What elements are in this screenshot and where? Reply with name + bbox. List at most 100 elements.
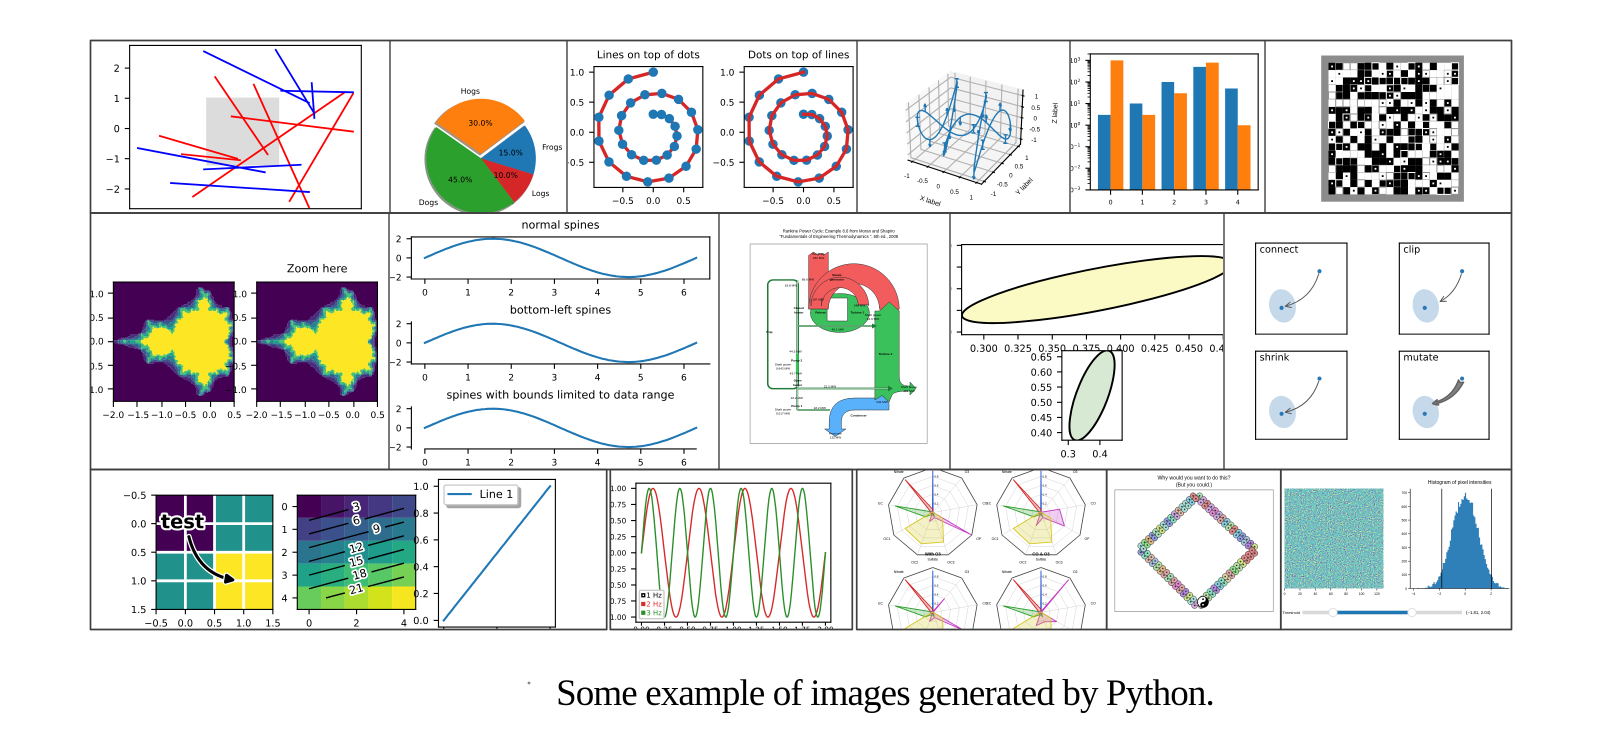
svg-text:120: 120 (1374, 592, 1380, 596)
svg-text:2: 2 (1490, 592, 1492, 596)
svg-text:-0.5: -0.5 (997, 181, 1008, 188)
svg-text:Closed: Closed (793, 306, 803, 310)
svg-text:100: 100 (1359, 592, 1365, 596)
svg-text:Rankine Power Cycle: Example 8: Rankine Power Cycle: Example 8.6 from Mo… (782, 228, 895, 233)
svg-text:500: 500 (1402, 518, 1408, 522)
svg-text:0.017 MW: 0.017 MW (775, 411, 789, 415)
svg-text:CO: CO (1090, 501, 1095, 505)
svg-text:0: 0 (937, 183, 941, 190)
svg-text:45.1 MW: 45.1 MW (831, 327, 843, 331)
svg-text:heater: heater (794, 310, 804, 314)
svg-text:O3: O3 (964, 470, 969, 474)
svg-text:Steam: Steam (832, 273, 842, 277)
svg-text:(But you could.): (But you could.) (1176, 482, 1213, 488)
svg-text:44.5 MW: 44.5 MW (789, 349, 801, 353)
svg-text:EC: EC (986, 501, 991, 505)
svg-text:Turbine 2: Turbine 2 (878, 352, 892, 356)
svg-text:Threshold: Threshold (1282, 610, 1300, 615)
svg-text:-1: -1 (991, 190, 997, 197)
svg-text:OC1: OC1 (883, 537, 890, 541)
svg-text:Condenser: Condenser (850, 413, 867, 417)
svg-text:0.8: 0.8 (1042, 474, 1047, 478)
svg-text:1: 1 (969, 194, 973, 201)
svg-text:Open: Open (793, 378, 801, 382)
svg-text:0.4: 0.4 (1042, 492, 1047, 496)
svg-text:18.2 MW: 18.2 MW (813, 406, 825, 410)
svg-text:-1: -1 (904, 172, 910, 179)
svg-text:generator: generator (829, 277, 844, 281)
svg-text:0.4: 0.4 (1042, 592, 1047, 596)
svg-text:-0.5: -0.5 (917, 177, 928, 184)
svg-text:700: 700 (1402, 491, 1408, 495)
svg-text:Reheat: Reheat (815, 310, 825, 314)
svg-text:0.2: 0.2 (934, 601, 939, 605)
svg-text:10.2 MW: 10.2 MW (790, 396, 802, 400)
svg-text:0: 0 (1464, 592, 1466, 596)
svg-text:"Fundamentals of Engineering T: "Fundamentals of Engineering Thermodynam… (779, 234, 898, 239)
svg-text:O3: O3 (964, 570, 969, 574)
svg-text:OC3: OC3 (947, 560, 954, 564)
svg-text:-1: -1 (1031, 136, 1037, 143)
svg-text:0.6: 0.6 (1042, 583, 1047, 587)
svg-text:CO: CO (1090, 601, 1095, 605)
svg-text:22.2 MW: 22.2 MW (823, 384, 835, 388)
svg-text:44.6 MW: 44.6 MW (866, 317, 878, 321)
svg-text:0.4: 0.4 (934, 592, 939, 596)
svg-text:100: 100 (1402, 573, 1408, 577)
svg-text:-0.5: -0.5 (1029, 126, 1040, 133)
svg-text:242 MW: 242 MW (876, 400, 888, 404)
svg-text:187 MW: 187 MW (812, 297, 824, 301)
svg-text:EC: EC (878, 601, 883, 605)
svg-text:OC2: OC2 (911, 560, 918, 564)
svg-text:Nitrate: Nitrate (1001, 570, 1011, 574)
svg-text:0: 0 (1284, 592, 1286, 596)
svg-text:Nitrate: Nitrate (893, 570, 903, 574)
svg-text:EC: EC (986, 601, 991, 605)
svg-text:200: 200 (1402, 559, 1408, 563)
svg-text:0.6: 0.6 (934, 583, 939, 587)
svg-text:heater: heater (792, 383, 802, 387)
svg-text:Trap: Trap (766, 330, 773, 334)
svg-text:0.642 MW: 0.642 MW (775, 366, 789, 370)
svg-text:With O3: With O3 (924, 551, 940, 556)
svg-text:18.8 MW: 18.8 MW (784, 283, 796, 287)
svg-text:240 MW: 240 MW (853, 303, 865, 307)
svg-text:0.2: 0.2 (1042, 501, 1047, 505)
svg-text:0: 0 (1405, 586, 1407, 590)
svg-text:0.8: 0.8 (934, 574, 939, 578)
svg-text:0.8: 0.8 (934, 474, 939, 478)
svg-text:EC: EC (878, 501, 883, 505)
svg-text:CO & O3: CO & O3 (1032, 551, 1050, 556)
svg-text:OC2: OC2 (1019, 560, 1026, 564)
svg-text:600: 600 (1402, 504, 1408, 508)
svg-text:0.6: 0.6 (934, 483, 939, 487)
svg-text:O3: O3 (1072, 570, 1077, 574)
svg-text:Why would you want to do this?: Why would you want to do this? (1158, 475, 1231, 481)
svg-text:0: 0 (1033, 115, 1037, 122)
svg-text:O3: O3 (1072, 470, 1077, 474)
svg-text:0.5: 0.5 (950, 188, 959, 195)
svg-text:Sulfate: Sulfate (1035, 557, 1046, 561)
svg-text:OP: OP (1084, 537, 1090, 541)
svg-text:40: 40 (1314, 592, 1318, 596)
svg-text:43.7 MW: 43.7 MW (789, 371, 801, 375)
svg-text:80: 80 (1344, 592, 1348, 596)
svg-text:OC1: OC1 (991, 537, 998, 541)
svg-text:Histogram of pixel intensities: Histogram of pixel intensities (1428, 480, 1492, 486)
svg-text:1: 1 (1035, 93, 1039, 100)
svg-text:232 MW: 232 MW (812, 256, 824, 260)
svg-text:300: 300 (1402, 545, 1408, 549)
svg-text:Z label: Z label (1052, 102, 1060, 124)
svg-text:181 MW: 181 MW (903, 389, 915, 393)
svg-text:Pump 1: Pump 1 (791, 404, 802, 408)
svg-text:0.2: 0.2 (934, 501, 939, 505)
svg-text:60: 60 (1329, 592, 1333, 596)
svg-text:Sulfate: Sulfate (927, 557, 938, 561)
svg-text:OC3: OC3 (1055, 560, 1062, 564)
svg-text:0.6: 0.6 (1042, 483, 1047, 487)
svg-text:0.4: 0.4 (934, 492, 939, 496)
svg-text:Turbine 1: Turbine 1 (850, 310, 864, 314)
svg-text:20: 20 (1298, 592, 1302, 596)
svg-text:68.6 MW: 68.6 MW (801, 277, 813, 281)
svg-text:1: 1 (1025, 155, 1029, 162)
